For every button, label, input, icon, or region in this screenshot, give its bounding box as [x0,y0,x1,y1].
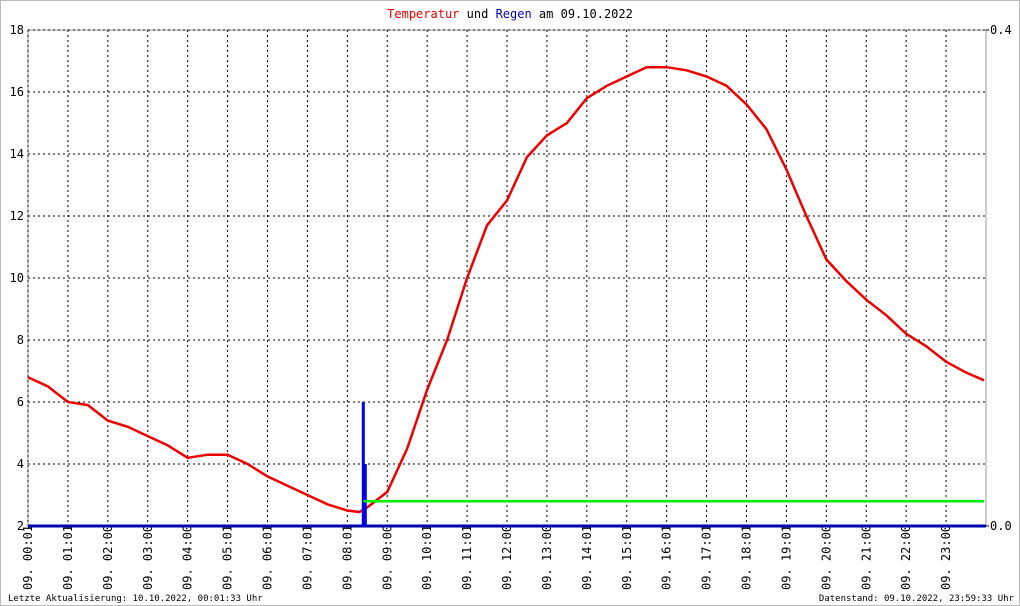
x-tick-label: 09. 22:00 [899,525,913,590]
plot-area: 2 4 6 8 10 12 14 16 18 0.0 0.4 09. 00:01 09. 01:01 09… [10,23,1012,590]
y2-tick-label: 0.0 [990,519,1012,533]
y-tick-label: 18 [10,23,24,37]
chart-title: Temperatur und Regen am 09.10.2022 [387,7,633,21]
y-tick-label: 2 [17,519,24,533]
x-tick-label: 09. 05:01 [221,525,235,590]
x-tick-label: 09. 01:01 [61,525,75,590]
footer-right: Datenstand: 09.10.2022, 23:59:33 Uhr [819,594,1015,604]
x-tick-label: 09. 08:01 [340,525,354,590]
x-tick-label: 09. 17:01 [700,525,714,590]
x-tick-label: 09. 14:01 [580,525,594,590]
x-tick-label: 09. 00:01 [21,525,35,590]
y-tick-label: 4 [17,457,24,471]
y-tick-label: 10 [10,271,24,285]
x-tick-label: 09. 15:01 [620,525,634,590]
x-tick-label: 09. 11:01 [460,525,474,590]
x-tick-label: 09. 10:01 [420,525,434,590]
x-tick-label: 09. 19:01 [779,525,793,590]
title-temperature: Temperatur [387,7,459,21]
y2-tick-label: 0.4 [990,23,1012,37]
x-tick-label: 09. 13:00 [540,525,554,590]
title-date: am 09.10.2022 [539,7,633,21]
y-tick-label: 8 [17,333,24,347]
x-tick-label: 09. 07:01 [300,525,314,590]
x-tick-label: 09. 03:00 [141,525,155,590]
y-tick-label: 6 [17,395,24,409]
x-tick-label: 09. 20:00 [819,525,833,590]
x-tick-label: 09. 23:00 [939,525,953,590]
y-tick-label: 16 [10,85,24,99]
footer-left: Letzte Aktualisierung: 10.10.2022, 00:01… [8,594,263,604]
x-tick-label: 09. 16:01 [660,525,674,590]
x-tick-label: 09. 12:00 [500,525,514,590]
x-tick-label: 09. 06:01 [261,525,275,590]
title-and: und [467,7,489,21]
y-tick-label: 14 [10,147,24,161]
x-tick-label: 09. 18:01 [740,525,754,590]
x-tick-label: 09. 02:00 [101,525,115,590]
x-tick-label: 09. 04:00 [181,525,195,590]
series-line [27,65,985,514]
title-rain: Regen [496,7,532,21]
x-tick-label: 09. 09:00 [380,525,394,590]
y-tick-label: 12 [10,209,24,223]
x-tick-label: 09. 21:00 [859,525,873,590]
